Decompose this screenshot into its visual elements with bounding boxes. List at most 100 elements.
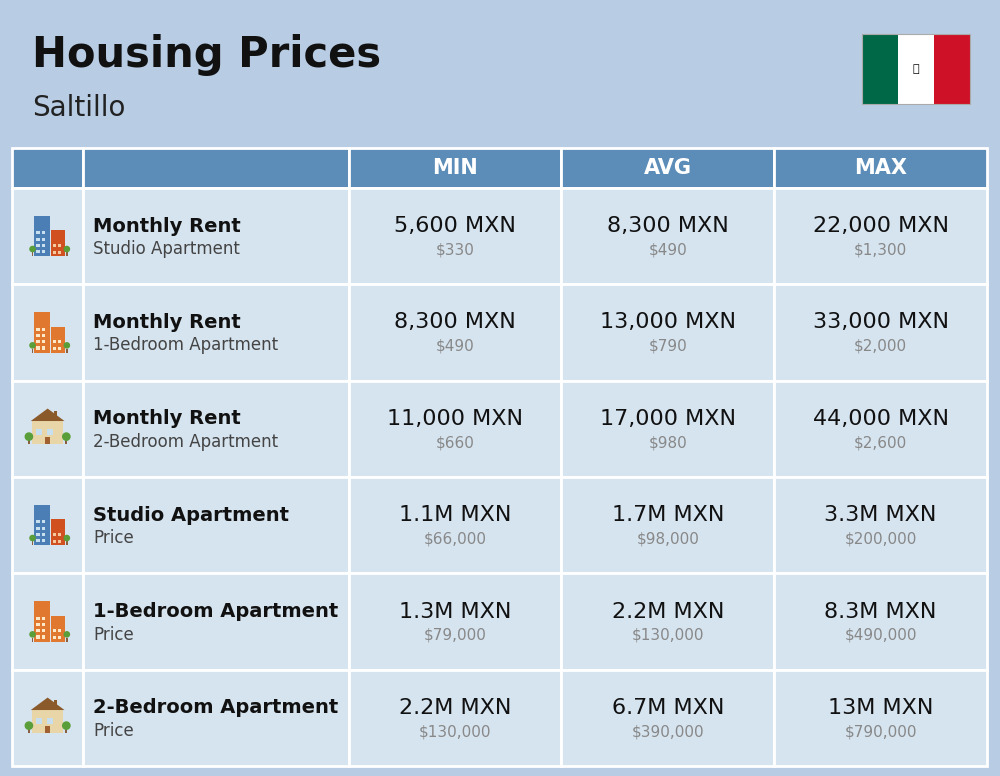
FancyBboxPatch shape: [12, 477, 83, 573]
FancyBboxPatch shape: [45, 437, 50, 445]
FancyBboxPatch shape: [36, 533, 40, 536]
FancyBboxPatch shape: [54, 700, 57, 705]
Text: 1-Bedroom Apartment: 1-Bedroom Apartment: [93, 602, 338, 621]
FancyBboxPatch shape: [349, 573, 561, 670]
Text: $66,000: $66,000: [424, 532, 487, 546]
FancyBboxPatch shape: [53, 244, 56, 247]
Circle shape: [30, 632, 35, 637]
Text: $490,000: $490,000: [844, 628, 917, 643]
Text: AVG: AVG: [644, 158, 692, 178]
FancyBboxPatch shape: [12, 188, 83, 284]
Text: $200,000: $200,000: [844, 532, 917, 546]
Text: 3.3M MXN: 3.3M MXN: [824, 505, 937, 525]
FancyBboxPatch shape: [349, 284, 561, 381]
FancyBboxPatch shape: [66, 348, 68, 352]
FancyBboxPatch shape: [66, 542, 68, 546]
FancyBboxPatch shape: [561, 477, 774, 573]
Text: Studio Apartment: Studio Apartment: [93, 240, 240, 258]
FancyBboxPatch shape: [36, 231, 40, 234]
Text: $790,000: $790,000: [844, 724, 917, 740]
Text: $79,000: $79,000: [424, 628, 487, 643]
FancyBboxPatch shape: [36, 334, 40, 337]
Text: 2.2M MXN: 2.2M MXN: [612, 601, 724, 622]
FancyBboxPatch shape: [83, 573, 349, 670]
FancyBboxPatch shape: [83, 381, 349, 477]
FancyBboxPatch shape: [774, 573, 987, 670]
FancyBboxPatch shape: [53, 251, 56, 254]
FancyBboxPatch shape: [36, 623, 40, 626]
Text: 🦅: 🦅: [913, 64, 919, 74]
FancyBboxPatch shape: [34, 601, 50, 642]
FancyBboxPatch shape: [36, 237, 40, 241]
FancyBboxPatch shape: [58, 244, 61, 247]
FancyBboxPatch shape: [349, 381, 561, 477]
Text: $2,600: $2,600: [854, 435, 907, 450]
FancyBboxPatch shape: [32, 710, 63, 733]
Text: $390,000: $390,000: [632, 724, 704, 740]
FancyBboxPatch shape: [42, 623, 45, 626]
Text: $980: $980: [648, 435, 687, 450]
FancyBboxPatch shape: [12, 284, 83, 381]
FancyBboxPatch shape: [83, 670, 349, 766]
FancyBboxPatch shape: [12, 670, 83, 766]
Text: 13,000 MXN: 13,000 MXN: [600, 313, 736, 332]
FancyBboxPatch shape: [42, 334, 45, 337]
FancyBboxPatch shape: [774, 381, 987, 477]
Text: 8,300 MXN: 8,300 MXN: [607, 217, 729, 236]
Text: MAX: MAX: [854, 158, 907, 178]
Text: 8.3M MXN: 8.3M MXN: [824, 601, 937, 622]
FancyBboxPatch shape: [83, 477, 349, 573]
FancyBboxPatch shape: [36, 429, 42, 435]
Text: Studio Apartment: Studio Apartment: [93, 506, 289, 525]
FancyBboxPatch shape: [58, 340, 61, 343]
FancyBboxPatch shape: [32, 348, 33, 352]
FancyBboxPatch shape: [349, 670, 561, 766]
FancyBboxPatch shape: [32, 638, 33, 642]
FancyBboxPatch shape: [561, 381, 774, 477]
FancyBboxPatch shape: [42, 340, 45, 343]
Circle shape: [64, 247, 69, 251]
FancyBboxPatch shape: [862, 34, 898, 104]
FancyBboxPatch shape: [561, 284, 774, 381]
Circle shape: [25, 722, 33, 729]
FancyBboxPatch shape: [28, 440, 30, 445]
FancyBboxPatch shape: [561, 573, 774, 670]
FancyBboxPatch shape: [58, 539, 61, 542]
FancyBboxPatch shape: [36, 539, 40, 542]
FancyBboxPatch shape: [774, 670, 987, 766]
Circle shape: [30, 247, 35, 251]
Text: 8,300 MXN: 8,300 MXN: [394, 313, 516, 332]
Text: 1-Bedroom Apartment: 1-Bedroom Apartment: [93, 337, 278, 355]
FancyBboxPatch shape: [53, 629, 56, 632]
Text: 13M MXN: 13M MXN: [828, 698, 933, 718]
FancyBboxPatch shape: [42, 527, 45, 530]
Circle shape: [64, 343, 69, 348]
FancyBboxPatch shape: [349, 477, 561, 573]
Text: 1.7M MXN: 1.7M MXN: [612, 505, 724, 525]
FancyBboxPatch shape: [561, 670, 774, 766]
Polygon shape: [31, 698, 65, 710]
Text: $660: $660: [436, 435, 475, 450]
FancyBboxPatch shape: [36, 327, 40, 331]
FancyBboxPatch shape: [83, 188, 349, 284]
Text: $490: $490: [436, 339, 474, 354]
FancyBboxPatch shape: [36, 636, 40, 639]
FancyBboxPatch shape: [42, 237, 45, 241]
FancyBboxPatch shape: [58, 347, 61, 350]
FancyBboxPatch shape: [42, 533, 45, 536]
FancyBboxPatch shape: [774, 148, 987, 188]
Text: Monthly Rent: Monthly Rent: [93, 217, 241, 236]
FancyBboxPatch shape: [561, 188, 774, 284]
FancyBboxPatch shape: [36, 244, 40, 247]
FancyBboxPatch shape: [51, 615, 65, 642]
FancyBboxPatch shape: [66, 252, 68, 256]
Polygon shape: [31, 408, 65, 421]
Text: MIN: MIN: [432, 158, 478, 178]
FancyBboxPatch shape: [561, 148, 774, 188]
FancyBboxPatch shape: [53, 533, 56, 536]
FancyBboxPatch shape: [34, 216, 50, 256]
FancyBboxPatch shape: [42, 629, 45, 632]
FancyBboxPatch shape: [47, 719, 53, 723]
Text: $790: $790: [648, 339, 687, 354]
Circle shape: [63, 433, 70, 440]
